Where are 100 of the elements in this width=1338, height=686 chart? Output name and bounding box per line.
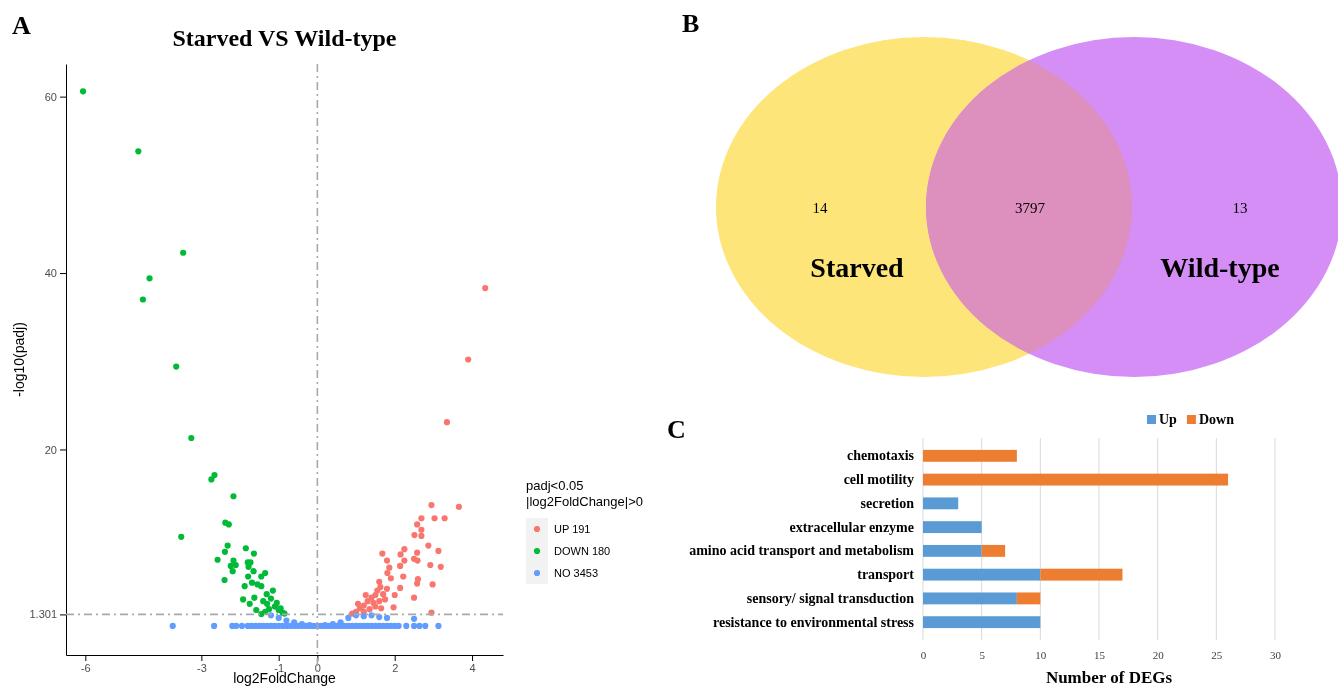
point	[273, 599, 280, 607]
legend-label: Down	[1198, 412, 1235, 427]
x-tick-label: 30	[1270, 648, 1282, 661]
point	[221, 576, 228, 584]
point	[418, 515, 425, 522]
point	[221, 548, 229, 555]
point	[229, 568, 236, 575]
point	[79, 88, 87, 95]
point	[401, 557, 408, 564]
x-tick-label: 4	[469, 661, 476, 674]
text: B	[682, 9, 700, 38]
y-tick-label: amino acid transport and metabolism	[689, 543, 915, 559]
point	[384, 569, 391, 577]
point	[482, 284, 489, 292]
point	[397, 584, 404, 592]
point	[253, 606, 260, 614]
y-tick-label: 20	[44, 443, 57, 456]
legend-label: DOWN 180	[554, 545, 611, 557]
point	[366, 606, 373, 613]
point	[414, 580, 421, 587]
point	[414, 576, 422, 583]
point	[414, 557, 421, 564]
point	[437, 563, 444, 570]
point	[376, 598, 383, 605]
text: C	[667, 415, 686, 444]
point	[258, 583, 265, 590]
point	[241, 583, 248, 590]
data-label: 13	[1232, 200, 1248, 216]
point	[378, 605, 385, 612]
point	[267, 595, 275, 602]
point	[425, 542, 432, 549]
bar	[923, 497, 959, 510]
point	[391, 591, 398, 599]
x-tick-label: 2	[392, 661, 399, 674]
bar	[923, 449, 1017, 462]
point	[376, 578, 383, 585]
point	[135, 148, 142, 155]
point	[411, 531, 418, 539]
y-axis-title: -log10(padj)	[11, 322, 27, 397]
legend-label: UP 191	[554, 523, 591, 535]
bar	[1040, 568, 1123, 581]
bar	[923, 473, 1229, 486]
point	[427, 561, 434, 569]
point	[214, 556, 221, 563]
point	[211, 471, 218, 479]
data-label: 14	[812, 200, 828, 216]
point	[263, 591, 270, 598]
point	[431, 515, 438, 522]
point	[441, 515, 448, 522]
point	[360, 602, 367, 609]
point	[258, 573, 265, 580]
y-tick-label: resistance to environmental stress	[712, 614, 915, 630]
y-tick-label: transport	[857, 567, 915, 583]
point	[414, 549, 421, 556]
point	[250, 550, 258, 557]
bar	[1016, 592, 1041, 605]
point	[262, 569, 269, 577]
point	[383, 585, 391, 592]
point	[381, 596, 389, 603]
point	[230, 493, 237, 500]
point	[443, 419, 451, 426]
chart-title: Starved VS Wild-type	[172, 25, 397, 51]
point	[245, 573, 252, 580]
point	[208, 476, 215, 483]
point	[410, 594, 418, 601]
point	[139, 296, 147, 303]
point	[248, 579, 256, 586]
x-tick-label: 20	[1152, 648, 1165, 661]
y-tick-label: 40	[44, 267, 57, 280]
point	[146, 275, 153, 282]
point	[224, 542, 231, 549]
point	[400, 573, 407, 580]
y-tick-label: cell motility	[843, 472, 914, 488]
x-tick-label: -6	[80, 661, 91, 674]
point	[258, 610, 265, 618]
point	[246, 600, 253, 607]
point	[429, 581, 436, 588]
legend-label: NO 3453	[554, 567, 599, 579]
y-tick-label: chemotaxis	[847, 448, 915, 464]
point	[390, 604, 397, 611]
y-tick-label: secretion	[860, 495, 915, 511]
y-tick-label: sensory/ signal transduction	[746, 590, 915, 606]
x-tick-label: -3	[196, 661, 207, 674]
point	[428, 501, 435, 509]
point	[418, 532, 425, 539]
y-tick-label: 1.301	[29, 608, 57, 621]
data-label: 3797	[1015, 200, 1046, 216]
point	[188, 434, 195, 442]
bar	[923, 568, 1041, 581]
point	[383, 557, 391, 564]
bar	[923, 616, 1041, 629]
point	[455, 503, 462, 510]
point	[240, 596, 247, 603]
x-axis-title: Number of DEGs	[1045, 668, 1173, 686]
point	[386, 564, 393, 571]
bar	[981, 544, 1006, 557]
bar	[923, 521, 982, 534]
point	[362, 591, 369, 599]
point	[401, 546, 408, 553]
x-tick-label: 25	[1211, 648, 1223, 661]
